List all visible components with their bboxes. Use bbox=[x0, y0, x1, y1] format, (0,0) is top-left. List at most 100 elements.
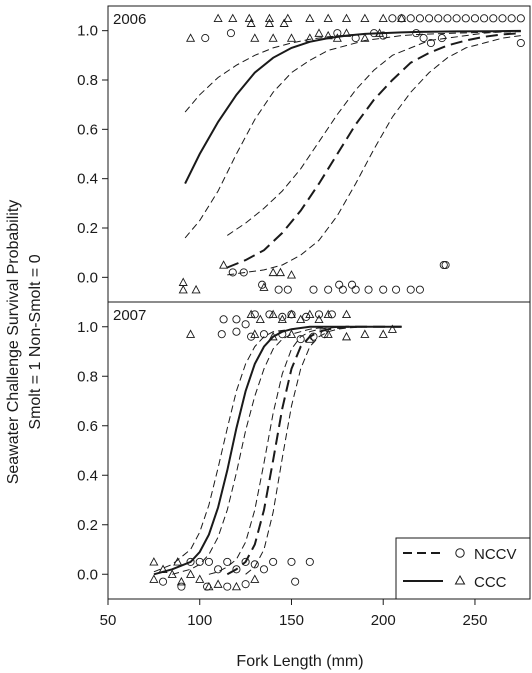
panel-2007-frame bbox=[107, 301, 531, 600]
2007-ccc-point bbox=[167, 569, 177, 578]
2006-nccv-point bbox=[406, 285, 415, 294]
2006-nccv-point bbox=[441, 260, 450, 270]
2006-nccv-point bbox=[347, 280, 357, 289]
2007-ccc-point bbox=[149, 557, 159, 566]
2007-ccc-point bbox=[250, 574, 260, 583]
2007-nccv-point bbox=[247, 332, 256, 341]
2007-nccv-point bbox=[232, 315, 241, 324]
panel-2007: 2007 0.0 0.2 0.4 0.6 0.8 1.0 50 100 150 200 250 bbox=[77, 301, 531, 629]
2006-ccc-point bbox=[228, 13, 238, 23]
2006-nccv-point bbox=[379, 285, 388, 294]
2007-ccc-point bbox=[195, 574, 205, 583]
2006-ccc-point bbox=[213, 13, 223, 23]
2007-ccc-fitted-curve bbox=[153, 325, 402, 576]
2006-nccv-point bbox=[309, 285, 318, 294]
2007-ccc-point bbox=[341, 331, 352, 341]
2006-nccv-point bbox=[415, 285, 424, 294]
2007-ccc-point bbox=[305, 309, 315, 319]
2006-nccv-point bbox=[434, 14, 443, 23]
2007-nccv-point bbox=[219, 315, 228, 324]
y-axis-title-line2: Smolt = 1 Non-Smolt = 0 bbox=[27, 254, 44, 429]
2007-ccc-point bbox=[158, 564, 168, 573]
2007-nccv-point bbox=[259, 565, 269, 574]
2006-ccc-point bbox=[378, 13, 388, 23]
2007-nccv-point bbox=[302, 312, 311, 321]
2006-y-tick-label: 0.4 bbox=[77, 171, 98, 188]
x-axis-title: Fork Length (mm) bbox=[236, 653, 363, 670]
2007-nccv-point bbox=[186, 557, 195, 566]
2007-nccv-point bbox=[250, 560, 259, 569]
2006-ccc-confidence-band-lower bbox=[184, 31, 521, 239]
2007-nccv-point bbox=[232, 327, 241, 336]
2007-ccc-point bbox=[246, 309, 256, 319]
2007-nccv-point bbox=[217, 330, 226, 339]
panel-2006-label: 2006 bbox=[113, 11, 146, 28]
2006-nccv-point bbox=[516, 14, 525, 23]
legend-box bbox=[395, 537, 531, 600]
2006-nccv-point bbox=[439, 260, 448, 270]
2007-y-tick-label: 0.0 bbox=[77, 566, 98, 583]
2006-nccv-point bbox=[425, 14, 434, 23]
2007-nccv-point bbox=[223, 557, 232, 566]
2007-ccc-point bbox=[176, 576, 186, 586]
2006-nccv-point bbox=[324, 285, 333, 294]
2006-ccc-point bbox=[323, 30, 333, 40]
2006-nccv-point bbox=[443, 14, 452, 23]
2006-ccc-point bbox=[360, 13, 370, 23]
2006-y-tick-label: 0.0 bbox=[77, 269, 98, 286]
panel-2007-marks bbox=[149, 309, 402, 591]
2007-nccv-point bbox=[291, 577, 300, 586]
2007-y-tick-label: 0.8 bbox=[77, 368, 98, 385]
2007-ccc-confidence-band-upper bbox=[153, 326, 402, 573]
2006-nccv-point bbox=[392, 285, 401, 294]
2007-nccv-point bbox=[278, 330, 287, 339]
2007-nccv-point bbox=[314, 310, 324, 319]
2007-nccv-point bbox=[269, 557, 278, 566]
panel-2007-y-axis: 0.0 0.2 0.4 0.6 0.8 1.0 bbox=[77, 319, 108, 583]
2007-y-tick-label: 0.6 bbox=[77, 418, 98, 435]
2006-nccv-point bbox=[283, 285, 292, 294]
2006-ccc-fitted-curve bbox=[184, 29, 521, 185]
2007-nccv-point bbox=[232, 565, 241, 574]
panel-2006: 2006 0.0 0.2 0.4 0.6 0.8 1.0 bbox=[77, 5, 531, 303]
2007-nccv-point bbox=[259, 330, 269, 339]
2007-nccv-point bbox=[278, 312, 287, 321]
2006-ccc-point bbox=[279, 18, 289, 27]
2007-nccv-point bbox=[287, 557, 296, 566]
2006-ccc-point bbox=[314, 28, 324, 37]
2006-ccc-point bbox=[219, 260, 229, 269]
2006-nccv-point bbox=[338, 285, 347, 294]
2006-ccc-point bbox=[268, 267, 278, 277]
2006-ccc-point bbox=[332, 33, 342, 42]
2006-ccc-point bbox=[268, 33, 278, 42]
2006-ccc-point bbox=[374, 28, 385, 37]
2007-nccv-point bbox=[241, 320, 250, 329]
2006-ccc-point bbox=[250, 33, 260, 42]
2006-ccc-point bbox=[341, 13, 352, 23]
panel-2007-label: 2007 bbox=[113, 307, 146, 324]
2006-ccc-point bbox=[341, 28, 352, 37]
x-tick-label: 100 bbox=[187, 612, 212, 629]
2007-ccc-point bbox=[286, 309, 297, 319]
2006-ccc-point bbox=[360, 33, 370, 42]
panel-2006-marks bbox=[178, 13, 525, 294]
2006-nccv-point bbox=[498, 14, 507, 23]
2006-ccc-point bbox=[178, 277, 188, 286]
2006-nccv-point bbox=[239, 268, 248, 277]
2006-ccc-point bbox=[264, 18, 275, 27]
2007-nccv-point bbox=[195, 557, 204, 566]
2006-nccv-point bbox=[406, 14, 415, 23]
2007-ccc-point bbox=[173, 557, 183, 566]
2006-nccv-fitted-curve bbox=[226, 32, 521, 269]
2006-nccv-point bbox=[364, 285, 373, 294]
2006-nccv-point bbox=[419, 34, 428, 43]
2007-y-tick-label: 1.0 bbox=[77, 319, 98, 336]
2007-nccv-point bbox=[214, 565, 223, 574]
2007-ccc-point bbox=[268, 309, 278, 319]
2007-nccv-point bbox=[158, 577, 168, 586]
2006-ccc-point bbox=[246, 18, 256, 27]
2006-ccc-point bbox=[244, 13, 254, 23]
2006-nccv-point bbox=[379, 31, 388, 40]
2006-ccc-point bbox=[259, 282, 269, 291]
2007-ccc-point bbox=[186, 569, 196, 578]
